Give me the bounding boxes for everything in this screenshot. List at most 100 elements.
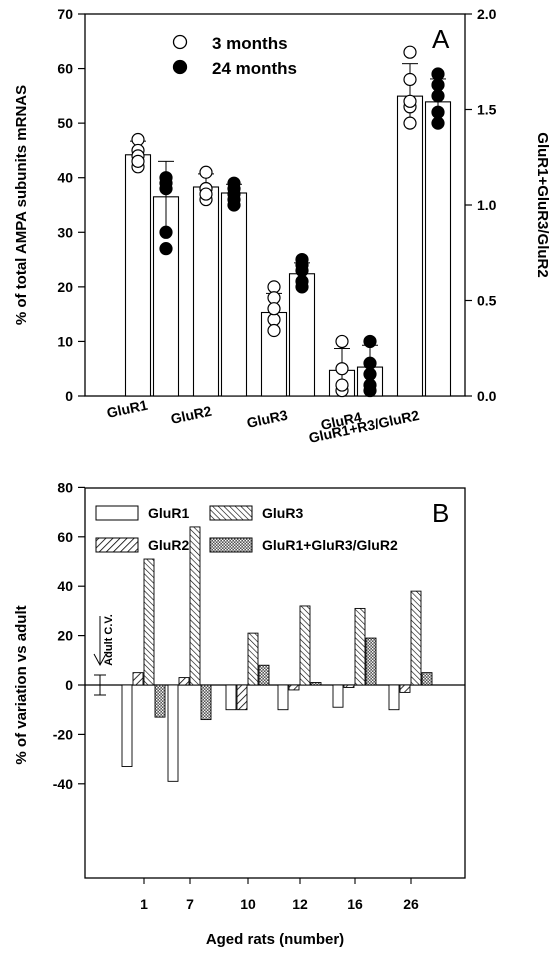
bar-glur1-rats-26 [388, 684, 400, 711]
point-24-months-glur4-1 [363, 356, 377, 370]
bar-glur2-rats-26 [399, 684, 411, 693]
y2-tick-label-a-1-5: 1.5 [477, 102, 497, 118]
bar-glur1-glur3-glur2-rats-16 [365, 637, 377, 686]
x-tick-label-b-7: 7 [186, 896, 194, 912]
x-label-a-glur3: GluR3 [245, 407, 289, 431]
point-3-months-glur1-0 [131, 132, 145, 147]
point-3-months-glur4-0 [335, 334, 349, 349]
bar-glur1-glur3-glur2-rats-26 [421, 672, 433, 686]
chart-a: 0 10 20 30 40 50 60 70 0.0 0.5 1.0 1.5 2.0 GluR1 Glu… [13, 6, 551, 446]
bar-glur3-rats-16 [354, 607, 366, 686]
x-tick-label-b-16: 16 [347, 896, 363, 912]
point-24-months-glur4-3 [363, 383, 377, 398]
bar-glur2-rats-12 [288, 684, 300, 691]
bar-glur2-rats-7 [178, 677, 190, 686]
legend-swatch-ratio [209, 537, 253, 553]
bar-glur3-rats-26 [410, 590, 422, 686]
bar-3-months-glur1 [124, 154, 152, 397]
y2-tick-label-a-0-0: 0.0 [477, 388, 497, 404]
y-tick-label-a-70: 70 [57, 6, 73, 22]
y-tick-label-b-80: 80 [57, 479, 73, 495]
y2-tick-label-a-0-5: 0.5 [477, 293, 497, 309]
legend-label-glur1: GluR1 [148, 505, 189, 521]
bar-glur2-rats-1 [132, 672, 144, 686]
point-24-months-glur2-4 [227, 192, 241, 207]
point-24-months-glur1-2 [159, 225, 173, 239]
x-label-a-glur1: GluR1 [105, 397, 149, 421]
bar-3-months-glur2 [192, 186, 220, 397]
y2-axis-label-a: GluR1+GluR3/GluR2 [534, 132, 551, 277]
legend-b: GluR1 GluR3 GluR2 GluR1+GluR3/GluR2 [95, 505, 398, 553]
point-3-months-glur3-2 [267, 313, 281, 327]
y-tick-label-a-30: 30 [57, 224, 73, 240]
point-24-months-glur1-r3-glur2-2 [431, 105, 445, 119]
bar-glur3-rats-1 [143, 558, 155, 686]
panel-label-b: B [432, 498, 449, 528]
x-label-a-glur2: GluR2 [169, 403, 213, 427]
bar-glur1-glur3-glur2-rats-12 [310, 682, 322, 686]
y-tick-label-a-0: 0 [65, 388, 73, 404]
y-tick-label-a-20: 20 [57, 279, 73, 295]
point-3-months-glur2-0 [199, 165, 213, 179]
y-tick-label-b--40: -40 [53, 776, 73, 792]
bar-glur1-rats-10 [225, 684, 237, 711]
x-tick-label-b-12: 12 [292, 896, 308, 912]
x-tick-label-b-10: 10 [240, 896, 256, 912]
point-24-months-glur4-0 [363, 334, 377, 349]
legend-label-ratio: GluR1+GluR3/GluR2 [262, 537, 398, 553]
bar-24-months-glur2 [220, 192, 248, 397]
point-24-months-glur3-4 [295, 258, 309, 272]
point-24-months-glur1-r3-glur2-3 [431, 116, 445, 130]
legend-label-24-months: 24 months [212, 59, 297, 78]
y-tick-label-b-20: 20 [57, 628, 73, 644]
point-3-months-glur1-r3-glur2-2 [403, 116, 417, 130]
bar-24-months-glur1-r3-glur2 [424, 101, 452, 397]
point-24-months-glur1-r3-glur2-0 [431, 67, 445, 81]
bar-glur2-rats-16 [343, 684, 355, 688]
point-24-months-glur1-4 [159, 176, 173, 190]
y-tick-label-b-0: 0 [65, 677, 73, 693]
legend-swatch-glur1 [95, 505, 139, 521]
bar-glur3-rats-10 [247, 632, 259, 686]
point-3-months-glur1-4 [131, 154, 145, 168]
y2-tick-label-a-2-0: 2.0 [477, 6, 497, 22]
x-label-a-glur1-r3-glur2: GluR1+R3/GluR2 [307, 407, 420, 446]
bar-glur3-rats-7 [189, 526, 201, 686]
legend-label-3-months: 3 months [212, 34, 288, 53]
x-tick-label-b-26: 26 [403, 896, 419, 912]
adult-cv-label: Adult C.V. [103, 614, 115, 666]
legend-label-glur3: GluR3 [262, 505, 303, 521]
panel-label-a: A [432, 24, 450, 54]
point-24-months-glur1-r3-glur2-1 [431, 78, 445, 92]
y2-tick-label-a-1-0: 1.0 [477, 197, 497, 213]
y-tick-label-b-40: 40 [57, 578, 73, 594]
bar-glur1-rats-16 [332, 684, 344, 708]
point-24-months-glur1-3 [159, 242, 173, 256]
y-tick-label-b--20: -20 [53, 726, 73, 742]
adult-cv-marker: Adult C.V. [93, 614, 115, 696]
bar-glur1-glur3-glur2-rats-1 [154, 684, 166, 718]
bar-glur1-glur3-glur2-rats-10 [258, 664, 270, 686]
point-3-months-glur4-1 [335, 362, 349, 376]
bar-3-months-glur1-r3-glur2 [396, 95, 424, 397]
point-3-months-glur1-r3-glur2-4 [403, 94, 417, 108]
point-3-months-glur1-r3-glur2-1 [403, 72, 417, 87]
point-3-months-glur4-3 [335, 378, 349, 392]
point-24-months-glur4-4 [363, 367, 377, 381]
point-24-months-glur3-3 [295, 280, 309, 294]
point-3-months-glur3-4 [267, 302, 281, 316]
y-axis-label-b: % of variation vs adult [13, 605, 30, 764]
legend-marker-24-months [172, 59, 188, 75]
y-tick-label-b-60: 60 [57, 529, 73, 545]
bar-glur1-glur3-glur2-rats-7 [200, 684, 212, 721]
y-tick-label-a-10: 10 [57, 333, 73, 349]
y-tick-label-a-60: 60 [57, 61, 73, 77]
y-axis-label-a: % of total AMPA subunits mRNAS [13, 85, 30, 325]
bar-glur1-rats-7 [167, 684, 179, 782]
point-3-months-glur3-1 [267, 291, 281, 305]
point-3-months-glur3-3 [267, 323, 281, 338]
y-tick-label-a-40: 40 [57, 170, 73, 186]
legend-swatch-glur2 [95, 537, 139, 553]
point-24-months-glur1-r3-glur2-4 [431, 89, 445, 103]
